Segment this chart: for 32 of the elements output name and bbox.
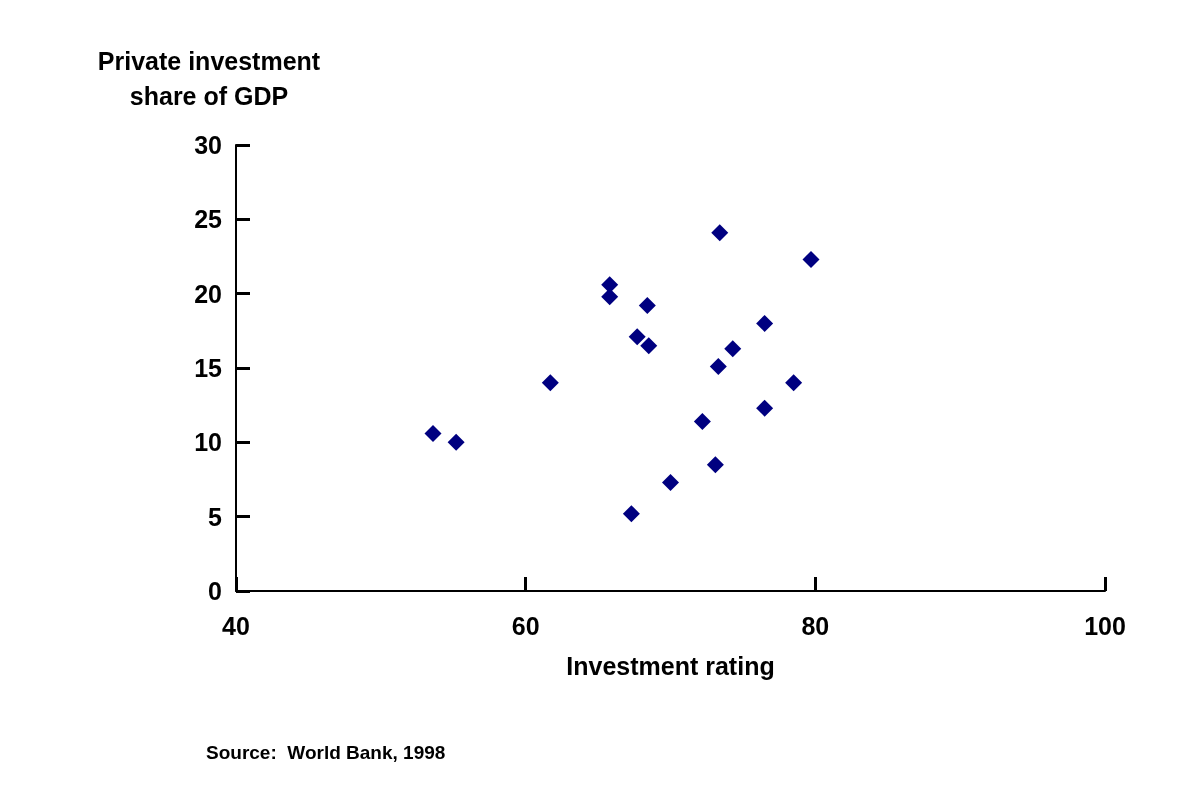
point — [693, 413, 711, 431]
y-tick-label: 15 — [194, 354, 223, 382]
x-tick-label: 100 — [1084, 611, 1126, 640]
point — [638, 297, 656, 315]
point — [756, 314, 774, 332]
point — [711, 224, 729, 242]
y-tick-label: 0 — [208, 577, 222, 605]
point — [622, 505, 640, 523]
y-tick-label: 30 — [194, 131, 222, 159]
point — [447, 433, 465, 451]
x-axis-title: Investment rating — [566, 651, 775, 680]
point — [640, 337, 658, 355]
y-tick-label: 20 — [194, 279, 222, 308]
point — [628, 328, 646, 346]
point — [541, 374, 559, 392]
point — [601, 288, 619, 306]
point — [709, 358, 727, 376]
y-tick-label: 25 — [194, 205, 223, 234]
x-tick-label: 40 — [222, 611, 250, 640]
x-tick-label: 60 — [511, 611, 540, 640]
point — [662, 473, 679, 491]
point — [706, 456, 724, 474]
point — [424, 424, 442, 442]
y-tick-label: 10 — [194, 428, 222, 457]
point — [756, 399, 774, 417]
y-tick-label: 5 — [208, 502, 223, 531]
point — [785, 374, 803, 392]
y-axis-title: Private investment share of GDP — [97, 46, 321, 110]
point — [802, 250, 820, 268]
source-note: Source: World Bank, 1998 — [206, 742, 446, 763]
point — [724, 340, 742, 358]
x-tick-label: 80 — [801, 611, 830, 640]
